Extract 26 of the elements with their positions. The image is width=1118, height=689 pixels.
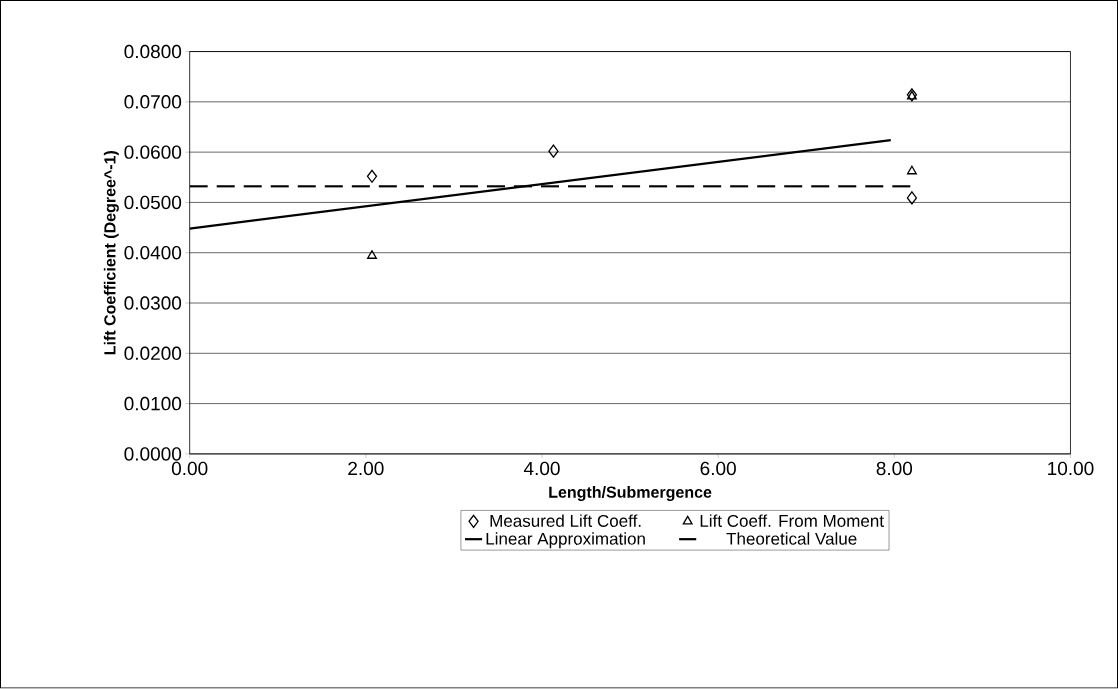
y-tick-label: 0.0500 — [124, 195, 182, 210]
x-tick-label: 4.00 — [523, 461, 560, 476]
point — [367, 250, 377, 260]
y-tick-label: 0.0600 — [124, 145, 182, 160]
y-tick-label: 0.0100 — [124, 397, 182, 411]
x-tick-label: 10.00 — [1048, 461, 1094, 476]
y-tick-label: 0.0400 — [124, 246, 182, 260]
y-tick-label: 0.0800 — [124, 45, 182, 59]
x-axis-title: Length/Submergence — [549, 486, 712, 502]
y-tick-label: 0.0700 — [124, 95, 182, 109]
y-tick-label: 0.0300 — [124, 296, 182, 310]
x-tick-label: 0.00 — [171, 461, 208, 476]
point — [366, 169, 378, 184]
x-tick-label: 6.00 — [700, 461, 736, 476]
x-tick-label: 8.00 — [876, 461, 913, 476]
legend-label: Lift Coeff. From Moment — [700, 514, 884, 528]
point — [906, 191, 918, 205]
legend-label: Theoretical Value — [726, 532, 857, 545]
x-tick-label: 2.00 — [348, 461, 384, 476]
point — [548, 144, 559, 158]
point — [906, 165, 917, 175]
y-tick-label: 0.0200 — [124, 346, 182, 361]
legend-label: Measured Lift Coeff. — [490, 514, 641, 528]
legend-label: Linear Approximation — [486, 532, 645, 549]
y-tick-label: 0.0000 — [124, 447, 182, 461]
y-axis-title: Lift Coefficient (Degree^-1) — [103, 151, 119, 355]
